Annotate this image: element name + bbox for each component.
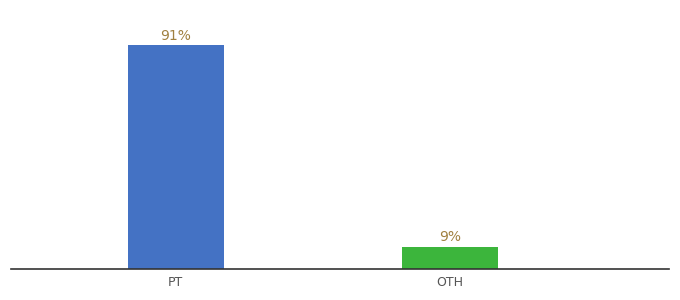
Bar [128, 46, 224, 269]
Bar [402, 247, 498, 269]
Text: 91%: 91% [160, 29, 191, 43]
Text: 9%: 9% [439, 230, 460, 244]
